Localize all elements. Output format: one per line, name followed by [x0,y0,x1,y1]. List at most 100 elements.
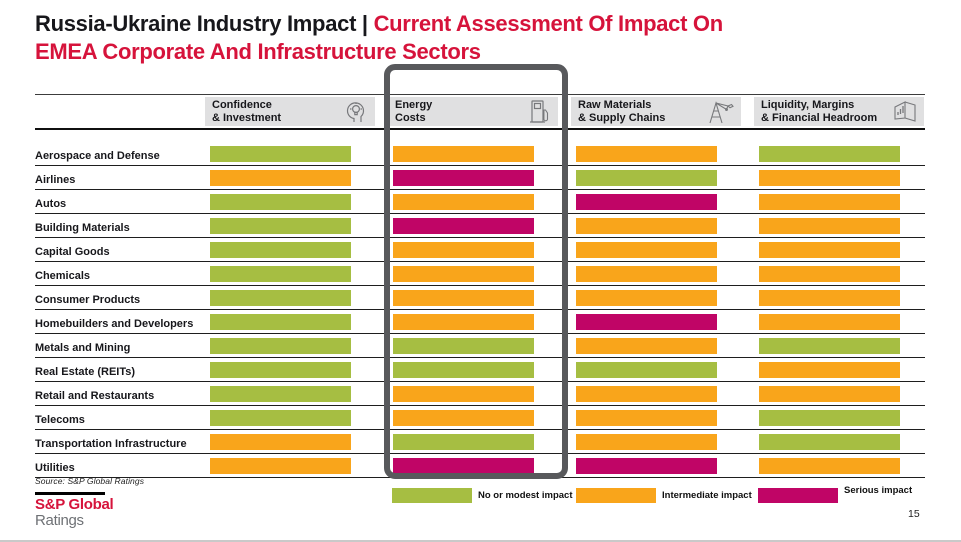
impact-bar-intermediate [576,410,717,426]
impact-cell [388,142,558,165]
slide-title-black-part: Russia-Ukraine Industry Impact | [35,11,374,36]
impact-bar-intermediate [393,194,534,210]
thinking-head-icon [343,98,370,125]
row-label: Capital Goods [35,246,110,258]
impact-bar-no_or_modest [393,362,534,378]
impact-bar-intermediate [576,434,717,450]
impact-cell [388,454,558,477]
impact-cell [205,262,375,285]
impact-cell [571,358,741,381]
impact-cell [205,238,375,261]
impact-bar-intermediate [393,146,534,162]
impact-bar-intermediate [759,362,900,378]
impact-bar-no_or_modest [759,338,900,354]
impact-cell [388,190,558,213]
table-rows: Aerospace and Defense Airlines Autos Buildi… [35,142,925,478]
table-header-row: Confidence & Investment Energy Costs [35,94,925,130]
header-spacer [35,97,205,126]
impact-cell [388,310,558,333]
impact-bar-intermediate [759,386,900,402]
impact-cell [571,310,741,333]
impact-cell [571,214,741,237]
legend-label: Intermediate impact [662,490,752,501]
sp-global-logo-ratings: Ratings [35,512,84,529]
impact-bar-intermediate [210,434,351,450]
source-note: Source: S&P Global Ratings [35,476,145,486]
impact-bar-no_or_modest [393,338,534,354]
impact-cell [754,334,924,357]
table-row: Consumer Products [35,286,925,310]
impact-bar-no_or_modest [210,290,351,306]
impact-bar-intermediate [393,290,534,306]
impact-bar-no_or_modest [210,338,351,354]
impact-cell [205,142,375,165]
table-row: Transportation Infrastructure [35,430,925,454]
impact-cell [571,382,741,405]
impact-bar-intermediate [759,290,900,306]
legend-label: No or modest impact [478,490,573,501]
row-label: Real Estate (REITs) [35,366,136,378]
table-row: Chemicals [35,262,925,286]
legend-item: No or modest impact [392,488,573,503]
row-label: Transportation Infrastructure [35,438,187,450]
legend-swatch-intermediate [576,488,656,503]
impact-bar-serious [393,218,534,234]
impact-cell [205,334,375,357]
impact-bar-no_or_modest [210,146,351,162]
row-label: Utilities [35,462,75,474]
impact-bar-no_or_modest [210,218,351,234]
row-label: Chemicals [35,270,91,282]
impact-cell [388,262,558,285]
oil-derrick-icon [706,98,736,126]
impact-table: Confidence & Investment Energy Costs [35,94,925,478]
impact-bar-no_or_modest [210,242,351,258]
impact-cell [754,166,924,189]
row-label: Autos [35,198,67,210]
impact-bar-intermediate [576,386,717,402]
column-header-confidence-investment: Confidence & Investment [205,97,375,126]
impact-bar-intermediate [759,266,900,282]
impact-bar-no_or_modest [759,146,900,162]
impact-cell [205,358,375,381]
impact-cell [388,286,558,309]
impact-bar-intermediate [576,290,717,306]
impact-cell [754,454,924,477]
table-row: Building Materials [35,214,925,238]
impact-cell [205,214,375,237]
table-row: Homebuilders and Developers [35,310,925,334]
impact-bar-no_or_modest [210,362,351,378]
slide-title-red-part-line2: EMEA Corporate And Infrastructure Sector… [35,39,481,64]
impact-cell [571,286,741,309]
impact-bar-intermediate [576,218,717,234]
impact-bar-no_or_modest [576,170,717,186]
sp-global-logo: S&P Global [35,496,114,513]
impact-bar-serious [393,170,534,186]
impact-cell [388,382,558,405]
impact-bar-intermediate [759,218,900,234]
report-chart-icon [892,98,919,125]
column-header-label: Raw Materials & Supply Chains [578,99,666,124]
impact-bar-intermediate [393,242,534,258]
logo-rule [35,492,105,495]
legend-swatch-serious [758,488,838,503]
legend: No or modest impact Intermediate impact Se… [0,485,961,506]
impact-bar-no_or_modest [576,362,717,378]
legend-swatch-no_or_modest [392,488,472,503]
impact-bar-serious [576,194,717,210]
legend-item: Serious impact [758,485,912,503]
impact-cell [754,214,924,237]
impact-cell [754,382,924,405]
column-header-label: Liquidity, Margins & Financial Headroom [761,99,878,124]
impact-bar-intermediate [576,146,717,162]
column-header-label: Energy Costs [395,99,433,124]
impact-cell [388,214,558,237]
impact-bar-no_or_modest [210,266,351,282]
row-label: Homebuilders and Developers [35,318,194,330]
impact-bar-intermediate [576,338,717,354]
impact-cell [388,430,558,453]
column-header-raw-materials-supply-chains: Raw Materials & Supply Chains [571,97,741,126]
impact-bar-serious [576,314,717,330]
impact-cell [388,238,558,261]
row-label: Metals and Mining [35,342,131,354]
column-header-label: Confidence & Investment [212,99,282,124]
